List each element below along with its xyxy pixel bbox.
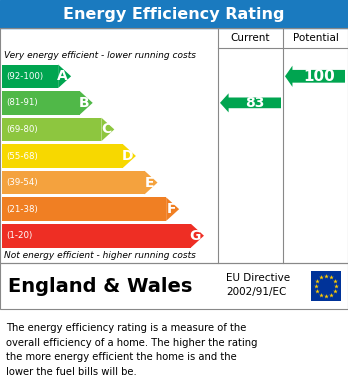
Bar bbox=[2, 144, 123, 168]
Polygon shape bbox=[101, 118, 114, 141]
Text: E: E bbox=[145, 176, 155, 190]
Text: Very energy efficient - lower running costs: Very energy efficient - lower running co… bbox=[4, 51, 196, 60]
Text: 100: 100 bbox=[303, 69, 334, 84]
Text: Potential: Potential bbox=[293, 33, 339, 43]
Text: D: D bbox=[121, 149, 133, 163]
Text: (1-20): (1-20) bbox=[6, 231, 32, 240]
Text: G: G bbox=[190, 229, 201, 243]
Text: (39-54): (39-54) bbox=[6, 178, 38, 187]
Polygon shape bbox=[166, 197, 179, 221]
Text: C: C bbox=[101, 122, 111, 136]
Bar bbox=[2, 197, 166, 221]
Bar bbox=[0, 28, 348, 263]
Polygon shape bbox=[144, 171, 158, 194]
Polygon shape bbox=[285, 66, 345, 87]
Text: (81-91): (81-91) bbox=[6, 99, 38, 108]
Bar bbox=[311, 271, 341, 301]
Polygon shape bbox=[220, 93, 281, 113]
Text: Energy Efficiency Rating: Energy Efficiency Rating bbox=[63, 7, 285, 22]
Bar bbox=[2, 65, 58, 88]
Polygon shape bbox=[58, 65, 71, 88]
Bar bbox=[2, 171, 144, 194]
Text: England & Wales: England & Wales bbox=[8, 276, 192, 296]
Text: 83: 83 bbox=[245, 96, 264, 110]
Bar bbox=[2, 91, 80, 115]
Text: (92-100): (92-100) bbox=[6, 72, 43, 81]
Bar bbox=[0, 0, 348, 28]
Text: Current: Current bbox=[231, 33, 270, 43]
Text: (69-80): (69-80) bbox=[6, 125, 38, 134]
Text: EU Directive
2002/91/EC: EU Directive 2002/91/EC bbox=[226, 273, 290, 297]
Text: B: B bbox=[79, 96, 90, 110]
Bar bbox=[0, 263, 348, 309]
Polygon shape bbox=[123, 144, 136, 168]
Bar bbox=[2, 224, 191, 248]
Text: (55-68): (55-68) bbox=[6, 151, 38, 160]
Polygon shape bbox=[80, 91, 93, 115]
Polygon shape bbox=[191, 224, 204, 248]
Text: (21-38): (21-38) bbox=[6, 204, 38, 213]
Text: F: F bbox=[167, 202, 176, 216]
Text: Not energy efficient - higher running costs: Not energy efficient - higher running co… bbox=[4, 251, 196, 260]
Bar bbox=[2, 118, 101, 141]
Text: A: A bbox=[57, 69, 68, 83]
Text: The energy efficiency rating is a measure of the
overall efficiency of a home. T: The energy efficiency rating is a measur… bbox=[6, 323, 258, 377]
